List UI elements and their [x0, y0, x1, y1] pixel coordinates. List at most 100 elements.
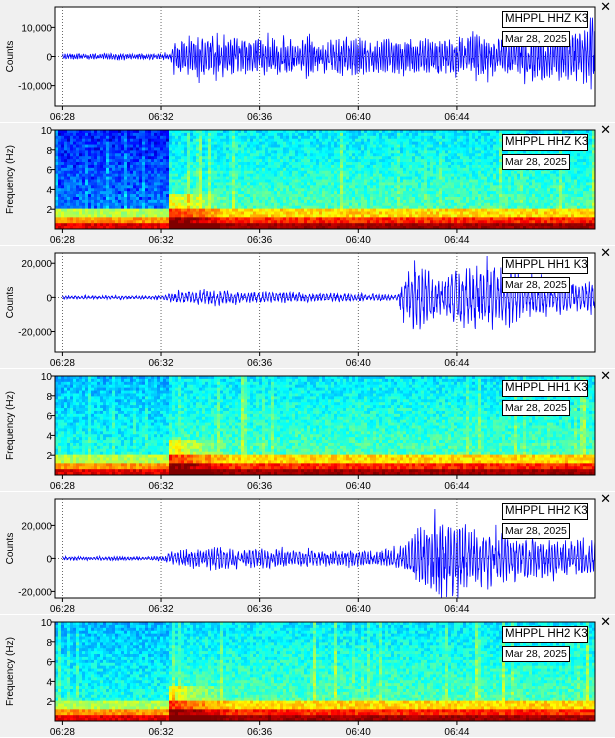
spectrogram-cell — [118, 179, 122, 183]
spectrogram-cell — [190, 170, 194, 175]
spectrogram-cell — [181, 147, 185, 151]
spectrogram-cell — [151, 208, 155, 212]
spectrogram-cell — [349, 173, 353, 177]
spectrogram-cell — [103, 217, 107, 221]
spectrogram-cell — [403, 217, 407, 221]
spectrogram-cell — [118, 194, 122, 198]
spectrogram-cell — [298, 164, 302, 169]
spectrogram-cell — [301, 196, 305, 201]
spectrogram-cell — [382, 159, 386, 163]
spectrogram-cell — [391, 208, 395, 212]
spectrogram-cell — [451, 132, 455, 137]
spectrogram-cell — [133, 164, 137, 169]
spectrogram-cell — [367, 138, 371, 143]
spectrogram-cell — [445, 167, 449, 172]
spectrogram-cell — [274, 182, 278, 186]
spectrogram-cell — [157, 211, 161, 215]
spectrogram-cell — [319, 196, 323, 201]
spectrogram-cell — [451, 173, 455, 177]
spectrogram-cell — [175, 199, 179, 204]
spectrogram-cell — [229, 162, 233, 166]
spectrogram-cell — [481, 162, 485, 166]
spectrogram-cell — [265, 179, 269, 183]
spectrogram-cell — [352, 202, 356, 207]
spectrogram-cell — [109, 141, 113, 145]
spectrogram-cell — [463, 196, 467, 201]
spectrogram-cell — [232, 173, 236, 177]
spectrogram-cell — [157, 191, 161, 195]
spectrogram-cell — [424, 185, 428, 189]
spectrogram-cell — [199, 159, 203, 163]
spectrogram-cell — [463, 150, 467, 154]
spectrogram-cell — [172, 162, 176, 166]
spectrogram-cell — [421, 199, 425, 204]
spectrogram-cell — [469, 156, 473, 160]
spectrogram-cell — [145, 144, 149, 148]
spectrogram-cell — [283, 135, 287, 140]
spectrogram-cell — [136, 202, 140, 207]
spectrogram-cell — [235, 173, 239, 177]
spectrogram-cell — [160, 214, 164, 218]
spectrogram-cell — [349, 185, 353, 189]
spectrogram-cell — [292, 199, 296, 204]
spectrogram-cell — [271, 223, 275, 227]
spectrogram-cell — [472, 199, 476, 204]
spectrogram-cell — [184, 188, 188, 192]
spectrogram-cell — [295, 176, 299, 180]
spectrogram-cell — [394, 132, 398, 137]
spectrogram-cell — [106, 130, 110, 134]
spectrogram-cell — [241, 173, 245, 177]
spectrogram-cell — [169, 188, 173, 192]
spectrogram-cell — [79, 211, 83, 215]
spectrogram-cell — [433, 167, 437, 172]
spectrogram-cell — [208, 214, 212, 218]
spectrogram-cell — [376, 214, 380, 218]
spectrogram-cell — [208, 150, 212, 154]
spectrogram-cell — [127, 188, 131, 192]
close-icon[interactable]: ✕ — [600, 0, 611, 15]
spectrogram-cell — [244, 141, 248, 145]
spectrogram-cell — [91, 162, 95, 166]
spectrogram-cell — [145, 199, 149, 204]
spectrogram-cell — [169, 220, 173, 224]
spectrogram-cell — [337, 185, 341, 189]
spectrogram-cell — [205, 199, 209, 204]
spectrogram-cell — [415, 167, 419, 172]
spectrogram-cell — [205, 162, 209, 166]
spectrogram-cell — [61, 173, 65, 177]
spectrogram-cell — [472, 130, 476, 134]
spectrogram-cell — [199, 202, 203, 207]
spectrogram-cell — [463, 138, 467, 143]
spectrogram-cell — [457, 191, 461, 195]
spectrogram-cell — [214, 173, 218, 177]
spectrogram-cell — [478, 202, 482, 207]
spectrogram-cell — [55, 185, 59, 189]
spectrogram-cell — [316, 138, 320, 143]
spectrogram-cell — [424, 176, 428, 180]
spectrogram-cell — [223, 170, 227, 175]
spectrogram-cell — [391, 223, 395, 227]
spectrogram-cell — [442, 202, 446, 207]
spectrogram-cell — [169, 199, 173, 204]
spectrogram-cell — [337, 211, 341, 215]
spectrogram-cell — [253, 173, 257, 177]
spectrogram-cell — [241, 164, 245, 169]
spectrogram-cell — [73, 196, 77, 201]
spectrogram-cell — [124, 173, 128, 177]
spectrogram-cell — [364, 202, 368, 207]
spectrogram-cell — [319, 147, 323, 151]
spectrogram-cell — [139, 191, 143, 195]
spectrogram-cell — [145, 176, 149, 180]
spectrogram-cell — [145, 162, 149, 166]
spectrogram-cell — [214, 159, 218, 163]
spectrogram-cell — [424, 141, 428, 145]
spectrogram-cell — [154, 194, 158, 198]
spectrogram-cell — [466, 176, 470, 180]
spectrogram-cell — [172, 217, 176, 221]
spectrogram-cell — [244, 156, 248, 160]
spectrogram-cell — [202, 185, 206, 189]
spectrogram-cell — [394, 220, 398, 224]
spectrogram-cell — [373, 211, 377, 215]
spectrogram-cell — [382, 182, 386, 186]
spectrogram-cell — [82, 132, 86, 137]
